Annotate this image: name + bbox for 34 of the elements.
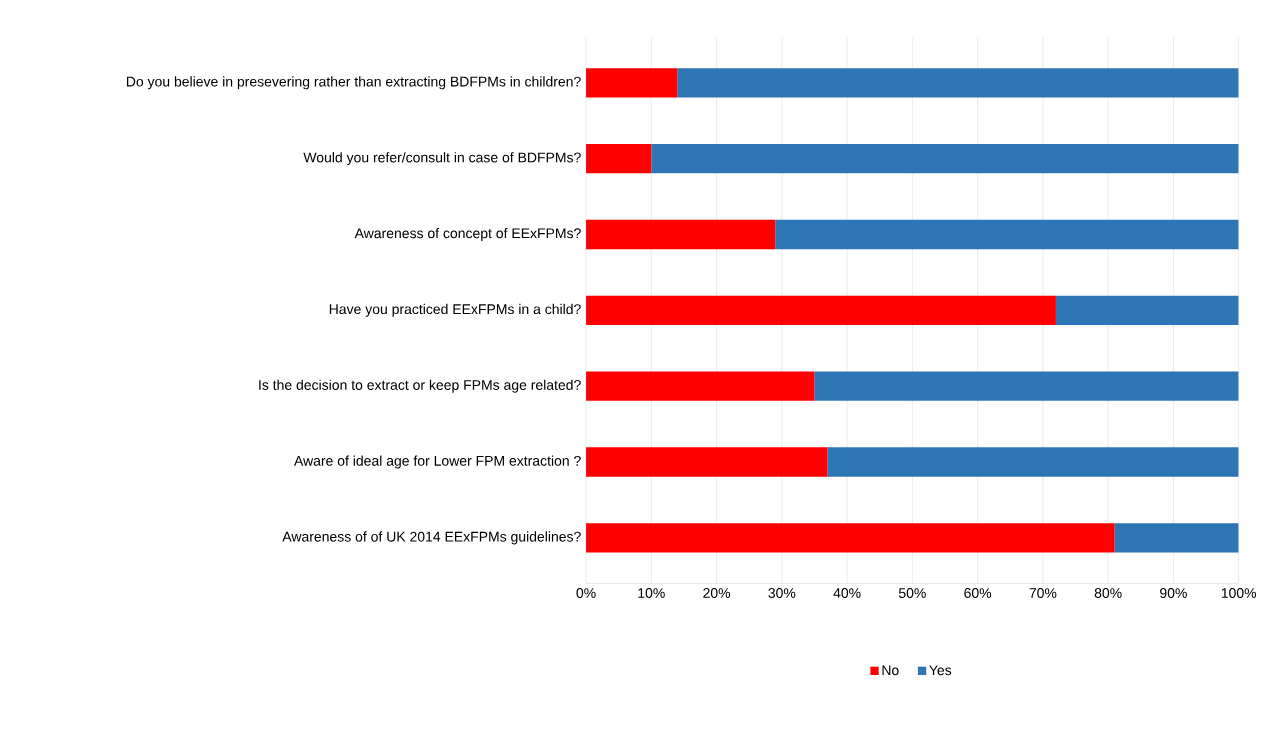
bar xyxy=(586,295,1056,326)
bar xyxy=(677,68,1239,98)
y-tick-label: Do you believe in presevering rather than extracting BDFPMs in children? xyxy=(126,76,581,90)
y-tick-label: Is the decision to extract or keep FPMs age related? xyxy=(259,379,581,393)
bar xyxy=(586,523,1115,553)
y-tick-label: Awareness of concept of EExFPMs? xyxy=(354,228,581,242)
bar xyxy=(586,68,678,98)
bar xyxy=(586,219,776,250)
bar xyxy=(814,371,1239,401)
bar xyxy=(775,219,1239,250)
x-tick-label: 90% xyxy=(1160,588,1187,599)
x-tick-label: 20% xyxy=(703,588,731,599)
y-tick-label: Would you refer/consult in case of BDFPMs? xyxy=(303,152,581,166)
x-tick-label: 10% xyxy=(638,588,665,599)
x-tick-label: 60% xyxy=(964,588,992,599)
x-tick-label: 30% xyxy=(768,588,796,599)
x-tick-label: 80% xyxy=(1094,588,1122,599)
x-tick-label: 40% xyxy=(833,588,861,599)
bar xyxy=(827,447,1239,477)
legend-label: No xyxy=(882,665,899,676)
y-tick-label: Aware of ideal age for Lower FPM extraction ? xyxy=(294,455,581,469)
x-tick-label: 70% xyxy=(1029,588,1057,599)
x-tick-label: 50% xyxy=(898,588,926,599)
x-tick-label: 0% xyxy=(576,588,596,599)
bar xyxy=(586,447,828,477)
x-tick-label: 100% xyxy=(1221,588,1257,599)
bar xyxy=(1055,295,1239,326)
bar xyxy=(1114,523,1239,553)
bar xyxy=(586,144,652,174)
bar xyxy=(586,371,815,401)
y-tick-label: Have you practiced EExFPMs in a child? xyxy=(329,303,581,317)
y-tick-label: Awareness of of UK 2014 EExFPMs guidelines? xyxy=(282,531,581,545)
bar xyxy=(651,144,1239,174)
legend-label: Yes xyxy=(929,665,952,676)
